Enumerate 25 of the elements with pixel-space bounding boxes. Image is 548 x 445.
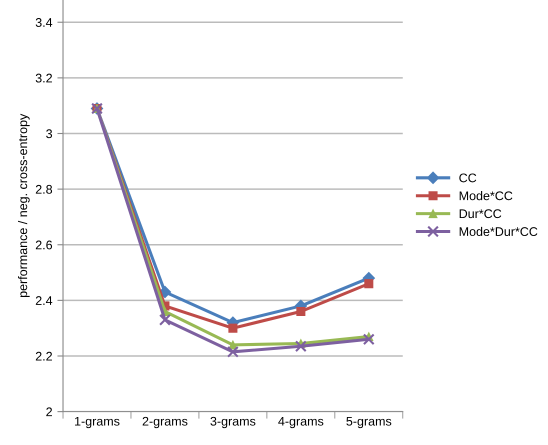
- point: [228, 324, 238, 333]
- y-tick-label: 2.4: [36, 296, 52, 305]
- point: [294, 340, 307, 352]
- legend-label: Mode*Dur*CC: [460, 226, 538, 236]
- legend-label: Mode*CC: [460, 191, 512, 200]
- y-tick-label: 3: [46, 129, 52, 138]
- y-tick-label: 3.2: [36, 74, 52, 83]
- x-tick-label: 5-grams: [346, 416, 392, 428]
- x-tick-label: 1-grams: [75, 416, 120, 428]
- x-tick-label: 4-grams: [278, 416, 324, 428]
- y-tick-label: 2.2: [36, 352, 52, 361]
- point: [159, 314, 171, 326]
- x-tick-label: 3-grams: [210, 416, 256, 428]
- point: [364, 279, 374, 288]
- legend-label: CC: [459, 173, 476, 182]
- legend-label: Dur*CC: [460, 209, 502, 218]
- y-tick-label: 3.4: [36, 18, 52, 27]
- y-tick-label: 2.6: [36, 240, 52, 250]
- point: [362, 333, 375, 346]
- point: [226, 346, 239, 358]
- x-tick-label: 2-grams: [142, 416, 188, 428]
- y-axis-title: performance / neg. cross-entropy: [18, 114, 30, 298]
- y-tick-label: 2.8: [36, 184, 52, 194]
- y-tick-label: 2: [46, 407, 52, 416]
- point: [296, 306, 306, 316]
